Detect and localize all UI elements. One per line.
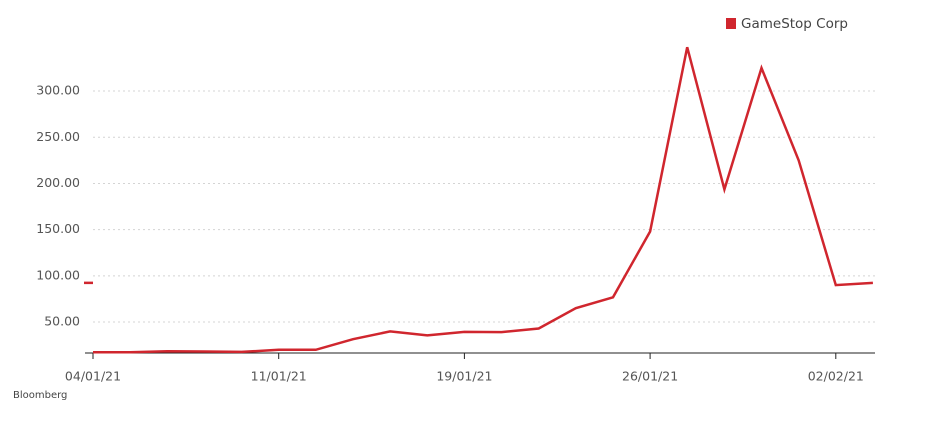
x-tick-label: 11/01/21 <box>251 369 307 384</box>
y-tick-label: 250.00 <box>36 129 80 144</box>
x-tick-label: 19/01/21 <box>436 369 492 384</box>
line-series <box>92 46 873 354</box>
y-tick-label: 150.00 <box>36 221 80 236</box>
y-tick-label: 100.00 <box>36 267 80 282</box>
y-tick-label: 300.00 <box>36 83 80 98</box>
y-tick-label: 50.00 <box>44 314 80 329</box>
x-tick-label: 26/01/21 <box>622 369 678 384</box>
x-tick-label: 04/01/21 <box>65 369 121 384</box>
legend-label: GameStop Corp <box>741 16 848 32</box>
x-tick-label: 02/02/21 <box>808 369 864 384</box>
source: Bloomberg <box>13 390 67 401</box>
legend-swatch <box>726 18 736 29</box>
y-tick-label: 200.00 <box>36 175 80 190</box>
